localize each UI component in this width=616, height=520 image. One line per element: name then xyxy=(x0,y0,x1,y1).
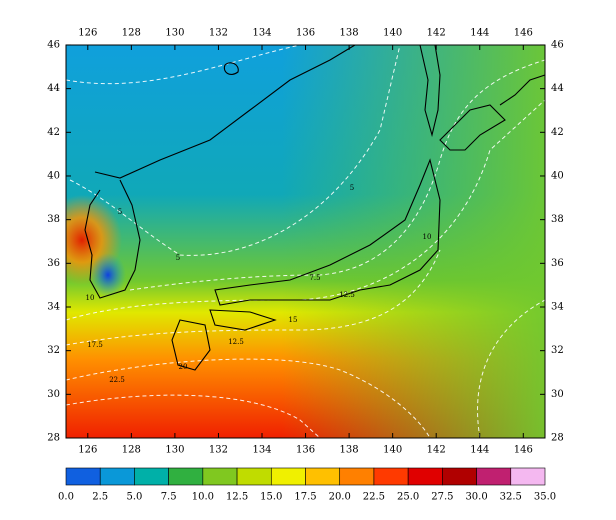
colorbar-label: 15.0 xyxy=(260,492,282,503)
x-tick-label: 134 xyxy=(252,28,271,39)
colorbar-swatch xyxy=(339,467,375,486)
y-tick-label: 36 xyxy=(551,258,564,269)
y-tick-label: 34 xyxy=(47,301,60,312)
contour-label: 12.5 xyxy=(339,291,355,299)
contour-label: 5 xyxy=(350,184,354,192)
y-tick-label: 34 xyxy=(551,301,564,312)
y-tick-label: 42 xyxy=(551,127,564,138)
x-tick-label: 140 xyxy=(383,28,402,39)
y-tick-label: 42 xyxy=(47,127,60,138)
y-tick-label: 46 xyxy=(551,39,564,50)
y-tick-label: 44 xyxy=(47,83,60,94)
y-tick-label: 30 xyxy=(551,389,564,400)
colorbar-label: 27.5 xyxy=(431,492,453,503)
x-tick-label: 140 xyxy=(383,445,402,456)
colorbar-swatch xyxy=(476,467,512,486)
x-tick-label: 138 xyxy=(340,445,359,456)
contour-label: 5 xyxy=(118,208,122,216)
coastlines xyxy=(84,44,546,371)
contour-label: 5 xyxy=(176,254,180,262)
contour-label: 7.5 xyxy=(309,274,320,282)
x-tick-label: 132 xyxy=(209,28,228,39)
colorbar-swatch xyxy=(270,467,306,486)
colorbar-swatch xyxy=(99,467,135,486)
colorbar-label: 7.5 xyxy=(161,492,177,503)
colorbar-swatch xyxy=(373,467,409,486)
y-tick-label: 44 xyxy=(551,83,564,94)
x-tick-label: 136 xyxy=(296,445,315,456)
contour-label: 10 xyxy=(423,233,432,241)
colorbar-label: 32.5 xyxy=(500,492,522,503)
colorbar-swatch xyxy=(134,467,169,486)
colorbar-swatch xyxy=(510,467,546,486)
contour-label: 15 xyxy=(289,316,298,324)
y-tick-label: 32 xyxy=(551,345,564,356)
x-tick-label: 138 xyxy=(340,28,359,39)
colorbar-swatch xyxy=(202,467,238,486)
colorbar-label: 10.0 xyxy=(192,492,214,503)
x-tick-label: 134 xyxy=(252,445,271,456)
y-tick-label: 28 xyxy=(551,433,564,444)
field xyxy=(66,45,545,438)
x-tick-label: 132 xyxy=(209,445,228,456)
contour-label: 12.5 xyxy=(228,338,244,346)
x-tick-label: 126 xyxy=(78,28,97,39)
x-tick-label: 146 xyxy=(514,28,533,39)
y-tick-label: 32 xyxy=(47,345,60,356)
contour-label: 22.5 xyxy=(109,376,125,384)
colorbar-swatch xyxy=(407,467,443,486)
y-tick-label: 28 xyxy=(47,433,60,444)
colorbar-label: 12.5 xyxy=(226,492,248,503)
x-tick-label: 136 xyxy=(296,28,315,39)
colorbar-swatch xyxy=(442,467,477,486)
colorbar-label: 17.5 xyxy=(294,492,316,503)
colorbar-label: 25.0 xyxy=(397,492,419,503)
colorbar-swatch xyxy=(305,467,341,486)
y-tick-label: 40 xyxy=(47,170,60,181)
colorbar-swatch xyxy=(65,467,101,486)
contour-label: 20 xyxy=(179,363,188,371)
colorbar-label: 35.0 xyxy=(534,492,556,503)
x-tick-label: 128 xyxy=(122,445,141,456)
x-tick-label: 142 xyxy=(427,445,446,456)
x-tick-label: 130 xyxy=(165,28,184,39)
x-tick-label: 130 xyxy=(165,445,184,456)
colorbar-label: 0.0 xyxy=(58,492,74,503)
colorbar-swatch xyxy=(168,467,204,486)
x-tick-label: 146 xyxy=(514,445,533,456)
colorbar-label: 22.5 xyxy=(363,492,385,503)
x-tick-label: 128 xyxy=(122,28,141,39)
colorbar-label: 2.5 xyxy=(92,492,108,503)
y-tick-label: 38 xyxy=(551,214,564,225)
colorbar-label: 20.0 xyxy=(329,492,351,503)
y-tick-label: 46 xyxy=(47,39,60,50)
y-tick-label: 38 xyxy=(47,214,60,225)
x-tick-label: 142 xyxy=(427,28,446,39)
colorbar-label: 5.0 xyxy=(126,492,142,503)
contour-label: 17.5 xyxy=(87,341,103,349)
y-tick-label: 30 xyxy=(47,389,60,400)
contour-label: 10 xyxy=(86,294,95,302)
x-tick-label: 126 xyxy=(78,445,97,456)
colorbar-label: 30.0 xyxy=(465,492,487,503)
colorbar-swatch xyxy=(236,467,272,486)
x-tick-label: 144 xyxy=(470,28,489,39)
y-tick-label: 36 xyxy=(47,258,60,269)
x-tick-label: 144 xyxy=(470,445,489,456)
y-tick-label: 40 xyxy=(551,170,564,181)
